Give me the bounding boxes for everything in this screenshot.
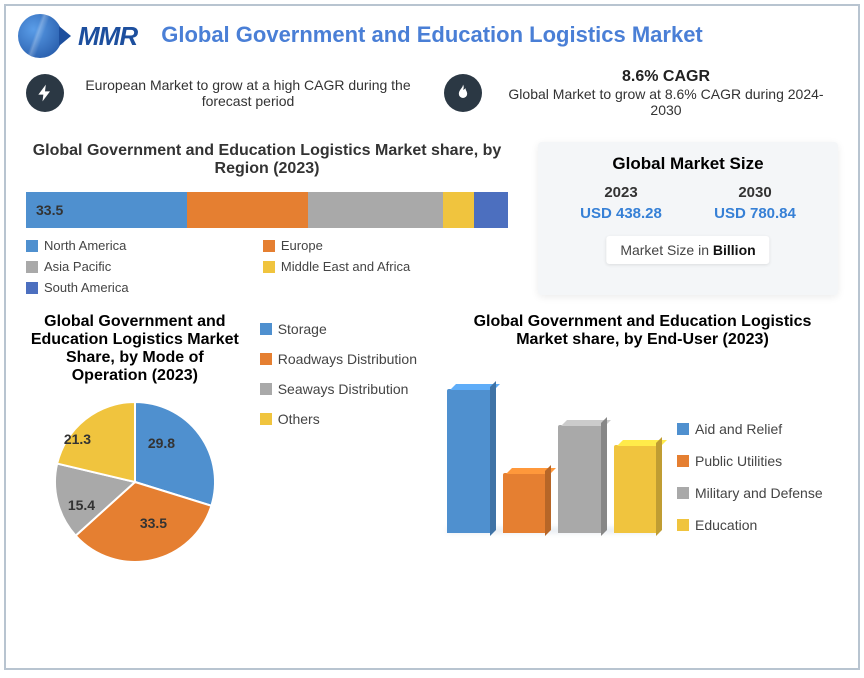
swatch: [260, 353, 272, 365]
legend-item: North America: [26, 238, 243, 253]
year-value: USD 780.84: [714, 205, 796, 222]
cagr-value: 8.6% CAGR: [494, 68, 838, 86]
year-label: 2023: [580, 184, 662, 201]
legend-label: Storage: [278, 321, 327, 337]
legend-item: Aid and Relief: [677, 421, 823, 437]
legend-item: Others: [260, 411, 417, 427]
pie-slice-label: 33.5: [140, 515, 167, 531]
mmr-logo: MMR: [18, 14, 137, 58]
logo-text: MMR: [78, 21, 137, 52]
swatch: [263, 240, 275, 252]
highlight-2-text: 8.6% CAGR Global Market to grow at 8.6% …: [494, 68, 838, 118]
market-size-panel: Global Market Size 2023 USD 438.28 2030 USD…: [538, 142, 838, 295]
legend-label: Europe: [281, 238, 323, 253]
pie-slice-label: 29.8: [148, 435, 175, 451]
legend-item: Europe: [263, 238, 480, 253]
legend-item: Public Utilities: [677, 453, 823, 469]
legend-item: Education: [677, 517, 823, 533]
swatch: [26, 240, 38, 252]
enduser-bar: [558, 425, 602, 533]
enduser-bar: [503, 473, 547, 533]
legend-label: South America: [44, 280, 129, 295]
swatch: [260, 383, 272, 395]
highlight-europe: European Market to grow at a high CAGR d…: [26, 68, 420, 118]
legend-label: Others: [278, 411, 320, 427]
legend-label: Roadways Distribution: [278, 351, 417, 367]
segment-label: 33.5: [36, 202, 63, 218]
legend-item: Storage: [260, 321, 417, 337]
swatch: [677, 519, 689, 531]
swatch: [260, 413, 272, 425]
pie-slice-label: 15.4: [68, 497, 95, 513]
pie-wrap: 29.8 33.5 15.4 21.3: [50, 397, 220, 567]
unit-prefix: Market Size in: [620, 242, 713, 258]
swatch: [677, 455, 689, 467]
legend-label: Seaways Distribution: [278, 381, 409, 397]
legend-item: Military and Defense: [677, 485, 823, 501]
region-segment: [443, 192, 474, 228]
size-year: 2030 USD 780.84: [714, 184, 796, 222]
legend-label: Public Utilities: [695, 453, 782, 469]
swatch: [26, 282, 38, 294]
legend-item: Asia Pacific: [26, 259, 243, 274]
region-chart-title: Global Government and Education Logistic…: [26, 142, 508, 178]
region-chart: Global Government and Education Logistic…: [26, 142, 508, 295]
legend-item: Roadways Distribution: [260, 351, 417, 367]
legend-label: Middle East and Africa: [281, 259, 410, 274]
market-size-years: 2023 USD 438.28 2030 USD 780.84: [554, 184, 822, 222]
enduser-bar: [447, 389, 491, 533]
enduser-legend: Aid and Relief Public Utilities Military a…: [677, 421, 823, 533]
highlights-row: European Market to grow at a high CAGR d…: [26, 68, 838, 118]
region-segment: [187, 192, 308, 228]
swatch: [260, 323, 272, 335]
enduser-bar: [614, 445, 658, 533]
legend-label: Military and Defense: [695, 485, 823, 501]
highlight-1-text: European Market to grow at a high CAGR d…: [76, 77, 420, 109]
cagr-desc: Global Market to grow at 8.6% CAGR durin…: [508, 86, 823, 118]
bolt-icon: [26, 74, 64, 112]
pie-legend: Storage Roadways Distribution Seaways Dist…: [260, 313, 417, 567]
size-year: 2023 USD 438.28: [580, 184, 662, 222]
market-size-title: Global Market Size: [554, 154, 822, 174]
legend-label: Asia Pacific: [44, 259, 111, 274]
swatch: [677, 487, 689, 499]
legend-label: North America: [44, 238, 126, 253]
region-segment: [308, 192, 443, 228]
region-legend: North America Europe Asia Pacific Middle Ea…: [26, 238, 508, 295]
highlight-cagr: 8.6% CAGR Global Market to grow at 8.6% …: [444, 68, 838, 118]
enduser-bar-chart: [447, 363, 657, 533]
pie-svg: [50, 397, 220, 567]
legend-label: Education: [695, 517, 757, 533]
enduser-block: Global Government and Education Logistic…: [447, 313, 838, 567]
legend-item: Seaways Distribution: [260, 381, 417, 397]
pie-slice-label: 21.3: [64, 431, 91, 447]
mode-pie-block: Global Government and Education Logistic…: [26, 313, 417, 567]
unit-bold: Billion: [713, 242, 756, 258]
swatch: [263, 261, 275, 273]
region-segment: [474, 192, 508, 228]
year-value: USD 438.28: [580, 205, 662, 222]
pie-title: Global Government and Education Logistic…: [26, 313, 244, 385]
year-label: 2030: [714, 184, 796, 201]
region-segment: 33.5: [26, 192, 187, 228]
market-size-unit: Market Size in Billion: [606, 236, 769, 264]
swatch: [26, 261, 38, 273]
legend-label: Aid and Relief: [695, 421, 782, 437]
arrow-icon: [59, 26, 71, 46]
page-title: Global Government and Education Logistic…: [26, 22, 838, 48]
legend-item: South America: [26, 280, 243, 295]
swatch: [677, 423, 689, 435]
flame-icon: [444, 74, 482, 112]
globe-icon: [18, 14, 62, 58]
enduser-title: Global Government and Education Logistic…: [447, 313, 838, 349]
region-stacked-bar: 33.5: [26, 192, 508, 228]
legend-item: Middle East and Africa: [263, 259, 480, 274]
